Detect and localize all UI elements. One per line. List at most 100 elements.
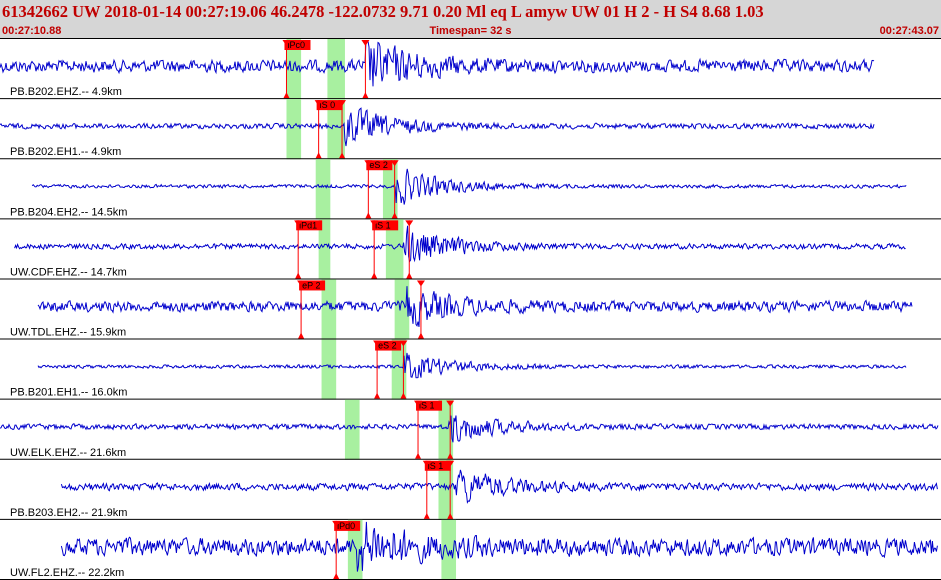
pick-marker-top (314, 100, 323, 107)
pick-label-box (299, 280, 326, 291)
phase-pick[interactable] (361, 40, 370, 99)
trace-row[interactable]: eP 2 UW.TDL.EHZ.-- 15.9km (0, 279, 941, 340)
phase-pick[interactable]: eP 2 (297, 280, 326, 339)
pick-window (394, 279, 410, 340)
pick-label-box (334, 520, 361, 531)
phase-pick[interactable] (446, 400, 455, 459)
trace-row[interactable]: iPd0 UW.FL2.EHZ.-- 22.2km (0, 519, 941, 580)
waveform-trace (0, 415, 939, 443)
pick-label: iS 0 (320, 100, 336, 110)
pick-marker-bottom (362, 92, 369, 99)
phase-pick[interactable]: iS 1 (422, 460, 451, 519)
start-time-label: 00:27:10.88 (2, 25, 62, 37)
pick-window (321, 279, 337, 340)
pick-marker-bottom (391, 212, 398, 219)
pick-marker-top (282, 40, 291, 46)
waveform-trace (37, 352, 907, 379)
pick-label: iS 1 (375, 220, 391, 230)
phase-pick[interactable]: iPd1 (294, 220, 323, 279)
phase-pick[interactable] (399, 340, 408, 399)
phase-pick[interactable]: iS 1 (370, 220, 399, 279)
pick-window (315, 159, 331, 220)
pick-window (327, 99, 345, 160)
pick-marker-bottom (333, 573, 340, 579)
phase-pick[interactable]: iPd0 (332, 520, 361, 579)
pick-label: iPc0 (287, 40, 305, 50)
pick-window (286, 99, 302, 160)
pick-marker-top (373, 340, 382, 347)
trace-row[interactable]: iPc0 PB.B202.EHZ.-- 4.9km (0, 39, 941, 100)
pick-window (438, 399, 454, 460)
trace-label: PB.B201.EH1.-- 16.0km (10, 387, 127, 399)
pick-marker-top (446, 460, 455, 467)
pick-marker-bottom (400, 392, 407, 399)
phase-pick[interactable] (390, 160, 399, 219)
pick-marker-top (416, 280, 425, 287)
pick-label: eS 2 (378, 341, 397, 351)
pick-marker-bottom (415, 452, 422, 459)
pick-marker-bottom (365, 212, 372, 219)
end-time-label: 00:27:43.07 (879, 25, 939, 37)
waveform-trace (37, 286, 913, 327)
pick-marker-bottom (315, 152, 322, 159)
trace-row[interactable]: eS 2 PB.B204.EH2.-- 14.5km (0, 159, 941, 220)
trace-row[interactable]: iS 1 PB.B203.EH2.-- 21.9km (0, 459, 941, 520)
phase-pick[interactable]: eS 2 (364, 160, 393, 219)
pick-label-box (372, 220, 399, 231)
waveform-trace (31, 168, 907, 205)
pick-window (318, 219, 331, 280)
pick-marker-top (414, 400, 423, 407)
trace-row[interactable]: iPd1 iS 1 UW.CDF.EHZ.-- 14.7km (0, 219, 941, 280)
pick-window (441, 519, 457, 580)
pick-marker-top (361, 40, 370, 46)
waveform-plot[interactable]: iPc0 PB.B202.EHZ.-- 4.9km iS 0 PB.B202.EH1.… (0, 39, 941, 580)
pick-marker-bottom (295, 272, 302, 279)
trace-label: UW.FL2.EHZ.-- 22.2km (10, 567, 124, 579)
pick-window (391, 339, 407, 400)
phase-pick[interactable] (446, 460, 455, 519)
pick-marker-bottom (283, 92, 290, 99)
trace-panel[interactable]: iPc0 PB.B202.EHZ.-- 4.9km iS 0 PB.B202.EH1.… (0, 39, 941, 580)
pick-label-box (375, 340, 402, 351)
pick-window (382, 159, 398, 220)
pick-label: iS 1 (428, 461, 444, 471)
pick-marker-top (364, 160, 373, 167)
waveform-trace (14, 225, 906, 263)
pick-label: eS 2 (369, 160, 388, 170)
phase-pick[interactable] (416, 280, 425, 339)
trace-label: PB.B202.EHZ.-- 4.9km (10, 86, 122, 98)
phase-pick[interactable]: iPc0 (282, 40, 311, 99)
trace-row[interactable]: eS 2 PB.B201.EH1.-- 16.0km (0, 339, 941, 400)
trace-label: PB.B202.EH1.-- 4.9km (10, 146, 121, 158)
phase-pick[interactable] (405, 220, 414, 279)
phase-pick[interactable]: iS 0 (314, 100, 343, 159)
pick-marker-bottom (374, 392, 381, 399)
pick-marker-top (390, 160, 399, 167)
pick-marker-top (399, 340, 408, 347)
pick-marker-top (422, 460, 431, 467)
trace-label: UW.TDL.EHZ.-- 15.9km (10, 327, 126, 339)
pick-marker-top (332, 520, 341, 527)
pick-marker-top (294, 220, 303, 227)
waveform-trace (0, 107, 875, 147)
pick-marker-bottom (417, 332, 424, 339)
phase-pick[interactable]: iS 1 (414, 400, 443, 459)
phase-pick[interactable]: eS 2 (373, 340, 402, 399)
waveform-trace (60, 469, 938, 504)
event-header: 61342662 UW 2018-01-14 00:27:19.06 46.24… (0, 0, 941, 39)
pick-label: iPd1 (299, 220, 317, 230)
pick-marker-bottom (447, 452, 454, 459)
trace-row[interactable]: iS 0 PB.B202.EH1.-- 4.9km (0, 99, 941, 160)
trace-label: PB.B203.EH2.-- 21.9km (10, 507, 127, 519)
trace-row[interactable]: iS 1 UW.ELK.EHZ.-- 21.6km (0, 399, 941, 460)
pick-marker-bottom (339, 152, 346, 159)
pick-marker-bottom (298, 332, 305, 339)
pick-marker-top (370, 220, 379, 227)
pick-marker-bottom (423, 512, 430, 519)
pick-label-box (416, 400, 443, 411)
phase-pick[interactable] (338, 100, 347, 159)
pick-label-box (284, 40, 311, 50)
pick-window (344, 399, 360, 460)
trace-label: UW.CDF.EHZ.-- 14.7km (10, 266, 127, 278)
